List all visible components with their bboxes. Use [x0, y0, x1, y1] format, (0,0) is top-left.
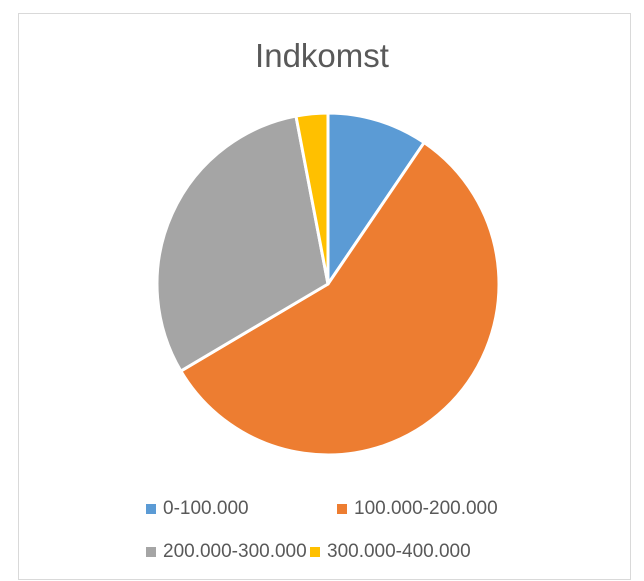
chart-title: Indkomst: [255, 37, 389, 74]
pie-slice-1: [179, 141, 501, 457]
chart-area: [18, 13, 631, 580]
pie-slice-3: [294, 111, 330, 286]
pie-slice-2: [155, 114, 330, 373]
pie-slice-0: [326, 111, 426, 286]
